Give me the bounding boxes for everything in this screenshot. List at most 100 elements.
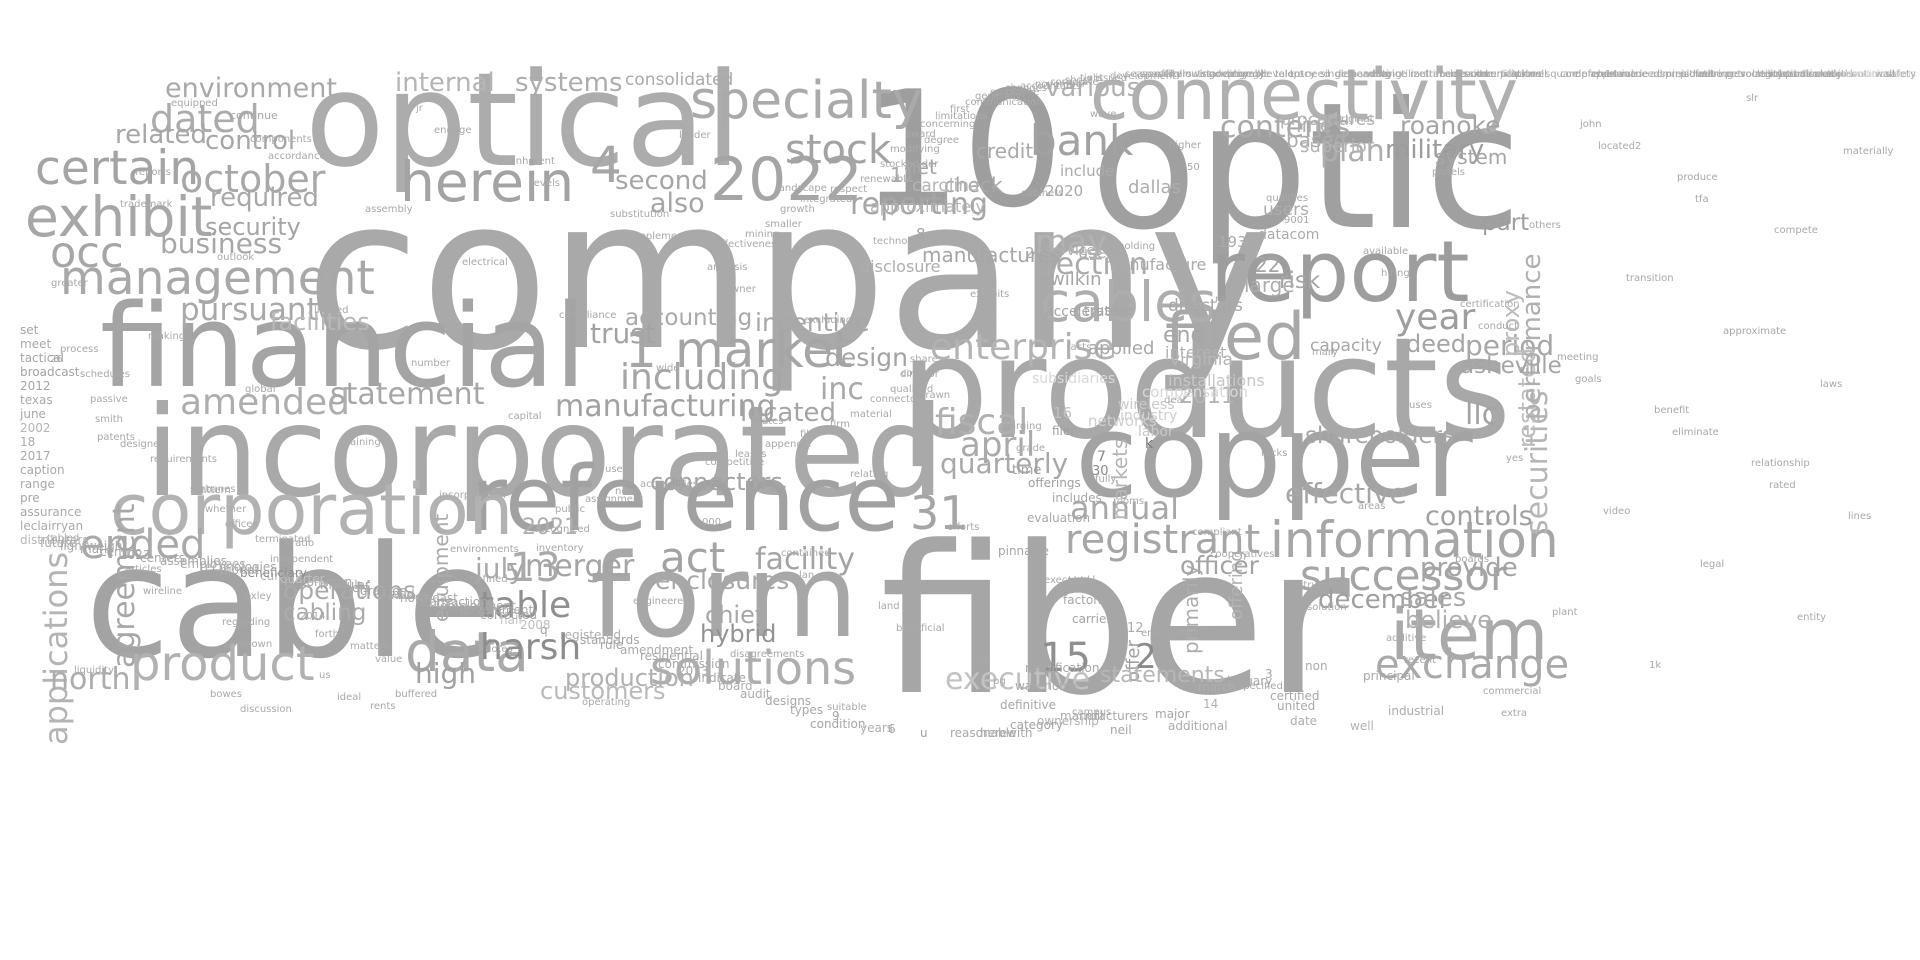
word-heading: heading <box>1350 69 1391 80</box>
word-fiscal: fiscal <box>935 402 1029 443</box>
word-1: 1 <box>625 321 657 379</box>
word-2012: 2012 <box>20 379 51 393</box>
word-additive: additive <box>1386 633 1427 644</box>
word-reference: reference <box>470 447 900 552</box>
word-also: also <box>650 188 705 219</box>
word-bowes: bowes <box>210 689 243 700</box>
word-leader: leader <box>679 130 711 141</box>
word-compensation: compensation <box>1142 383 1249 401</box>
word-mark: mark <box>80 542 111 556</box>
word-talent: talent <box>1275 69 1305 80</box>
word-12: 12 <box>1127 621 1144 636</box>
word-k: k <box>1145 436 1154 452</box>
word-areas: areas <box>1358 501 1386 512</box>
word-certification: certification <box>1460 299 1520 310</box>
word-safety: safety <box>1885 69 1916 80</box>
word-6: 6 <box>888 722 896 736</box>
word-lan: lan <box>799 570 815 581</box>
word-march: march <box>1198 680 1236 694</box>
word-prime: prime <box>1515 69 1545 80</box>
word-line: line <box>1296 113 1333 137</box>
word-reasonable: reasonable <box>950 726 1017 740</box>
word-q: q <box>540 623 548 637</box>
word-50: 50 <box>1187 162 1200 173</box>
word-hybrid: hybrid <box>700 620 777 648</box>
word-merger: merger <box>525 549 635 584</box>
word-united: united <box>1277 699 1316 713</box>
word-excluding: excluding <box>804 315 853 326</box>
word-feet: feet <box>1695 69 1715 80</box>
word-information: information <box>1270 511 1559 569</box>
word-cabinets: cabinets <box>1021 188 1064 199</box>
word-end: end <box>1163 323 1205 348</box>
word-net: net <box>904 155 937 179</box>
word-president: president <box>1665 69 1713 80</box>
word-needs: needs <box>1635 69 1666 80</box>
word-administrative: administrative <box>1650 69 1723 80</box>
word-director: director <box>900 369 939 380</box>
word-network: network <box>1815 69 1856 80</box>
word-pioneering: pioneering <box>1680 69 1734 80</box>
word-networks: networks <box>1088 412 1157 430</box>
word-certified: certified <box>1270 689 1320 703</box>
word-average: average <box>388 591 429 602</box>
word-contents: contents <box>1220 110 1351 145</box>
word-trademark: trademark <box>120 199 173 210</box>
word-cost: cost <box>901 368 922 379</box>
word-amendment: amendment <box>620 643 694 657</box>
word-outstanding: outstanding <box>1185 69 1245 80</box>
word-owner: owner <box>725 284 756 295</box>
word-video: video <box>1603 506 1631 517</box>
word-training: training <box>342 437 381 448</box>
word-products: products <box>900 308 1512 471</box>
word-recent: recent <box>1404 655 1436 666</box>
word-components: components <box>250 134 312 145</box>
word-april: april <box>960 425 1036 465</box>
word-operating: operating <box>582 697 631 708</box>
word-pinnacle: pinnacle <box>998 544 1049 558</box>
word-independent: independent <box>270 554 334 565</box>
word-accounting: accounting <box>625 305 753 331</box>
word-december: december <box>1318 585 1450 615</box>
word-broadcast: broadcast <box>20 365 80 379</box>
word-compliance: compliance <box>559 310 617 321</box>
word-modular: modular <box>320 578 370 592</box>
word-rocks: rocks <box>1261 448 1288 459</box>
word-second: second <box>615 166 708 196</box>
word-slr: slr <box>1746 93 1759 104</box>
word-asheville: asheville <box>1460 353 1562 379</box>
word-effective: effective <box>1285 477 1407 510</box>
word-trustee: trustee <box>1084 303 1135 319</box>
word-wireless: wireless <box>1118 397 1175 413</box>
word-definitive: definitive <box>1000 698 1057 712</box>
word-rule: rule <box>600 638 624 652</box>
word-substitution: substitution <box>610 209 670 220</box>
word-wireline: wireline <box>143 586 183 597</box>
word-qualifies: qualifies <box>1266 193 1309 204</box>
word-5: 5 <box>505 560 520 586</box>
word-wilkin: wilkin <box>1050 269 1102 290</box>
word-statement: statement <box>330 377 485 412</box>
word-located2: located2 <box>1598 141 1642 152</box>
word-centric: centric <box>100 545 142 559</box>
word-inc: inc <box>820 372 864 407</box>
word-financial: financial <box>100 280 587 414</box>
word-may: may <box>1035 222 1107 261</box>
word-pattern: pattern <box>194 485 231 496</box>
word-standards: standards <box>580 633 640 647</box>
word-rooms: rooms <box>1113 496 1145 507</box>
word-certain: certain <box>35 141 200 196</box>
word-consolidated: consolidated <box>625 70 734 90</box>
word-energy: energy <box>1230 69 1265 80</box>
word-inventory: inventory <box>536 543 584 554</box>
word-2016: 2016 <box>1025 244 1064 262</box>
word-transactions: transactions <box>420 595 495 609</box>
word-incorporation: incorporation <box>439 490 506 501</box>
word-results: results <box>1455 69 1489 80</box>
word-2: 2 <box>1135 637 1157 677</box>
word-tracy: tracy <box>1290 69 1316 80</box>
word-terminated: terminated <box>255 534 311 545</box>
word-factors: factors <box>1063 593 1105 607</box>
word-first: first <box>950 104 970 115</box>
